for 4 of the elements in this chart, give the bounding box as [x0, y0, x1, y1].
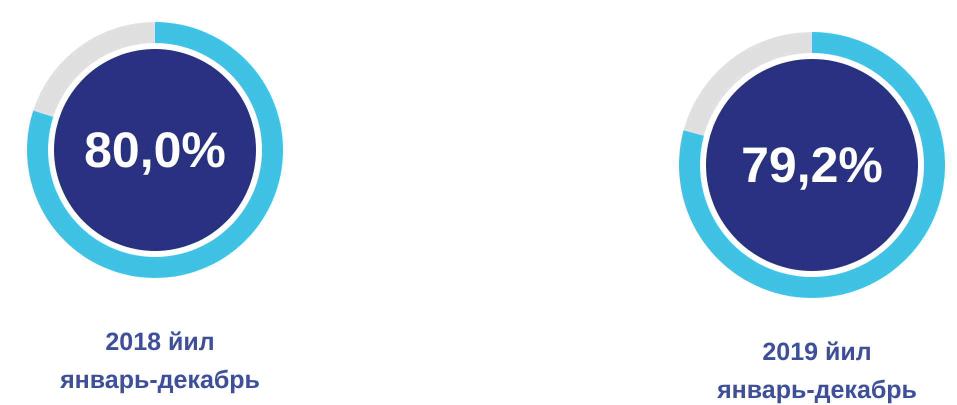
text: 2019 йил январь-декабрь: [716, 338, 917, 404]
text: 80,0%: [84, 122, 226, 178]
text: 2018 йил январь-декабрь: [59, 328, 260, 394]
text: 79,2%: [741, 137, 883, 193]
